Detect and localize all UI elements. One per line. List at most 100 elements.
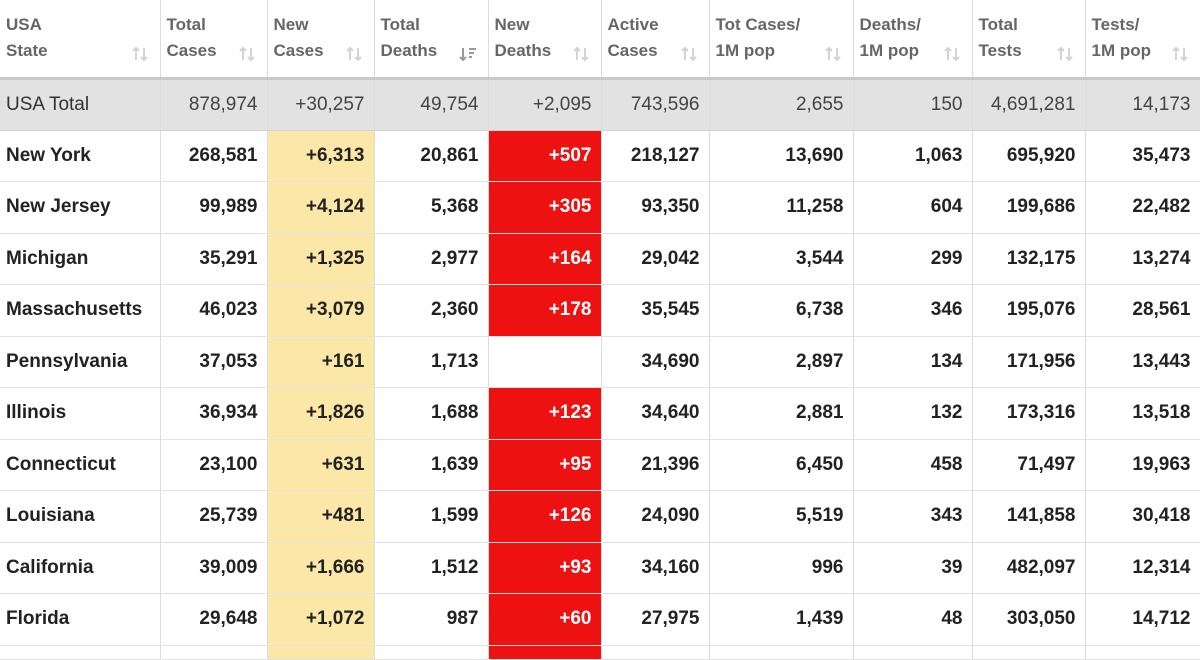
total-cases-cell: 46,023 [160,284,268,337]
cases-per-1m-cell: 3,544 [709,233,854,285]
total-deaths-cell: 1,639 [374,439,489,491]
new-cases-cell: +3,079 [267,284,375,337]
state-cell: USA Total [0,78,161,131]
tests-per-1m-cell: 13,443 [1085,336,1200,388]
total-deaths-cell: 1,713 [374,336,489,388]
column-header-new-deaths[interactable]: New Deaths [488,0,602,80]
tests-per-1m-cell: 12,314 [1085,542,1200,594]
deaths-per-1m-cell: 299 [853,233,973,285]
new-deaths-cell [488,336,602,388]
total-tests-cell: 71,497 [972,439,1086,491]
tests-per-1m-cell: 22,482 [1085,181,1200,234]
new-cases-cell: +1,325 [267,233,375,285]
tests-per-1m-cell: 14,712 [1085,593,1200,646]
total-cases-cell: 39,009 [160,542,268,594]
deaths-per-1m-cell: 39 [853,542,973,594]
table-row: Pennsylvania 37,053 +161 1,713 34,690 2,897 13… [0,336,1200,388]
cases-per-1m-cell: 5,519 [709,490,854,543]
new-cases-cell: +631 [267,439,375,491]
cases-per-1m-cell: 6,450 [709,439,854,491]
column-header-deaths-per-1m[interactable]: Deaths/ 1M pop [853,0,973,80]
sort-arrows-icon[interactable] [571,44,591,64]
deaths-per-1m-cell: 458 [853,439,973,491]
deaths-per-1m-cell: 346 [853,284,973,337]
sort-arrows-icon[interactable] [344,44,364,64]
sort-arrows-icon[interactable] [1055,44,1075,64]
column-header-cases-per-1m[interactable]: Tot Cases/ 1M pop [709,0,854,80]
new-cases-cell: +1,666 [267,542,375,594]
new-deaths-cell: +95 [488,439,602,491]
sort-arrows-icon[interactable] [679,44,699,64]
table-row: California 39,009 +1,666 1,512 +93 34,160 996 3… [0,542,1200,594]
total-deaths-cell: 1,512 [374,542,489,594]
sort-arrows-icon[interactable] [237,44,257,64]
active-cases-cell: 34,160 [601,542,710,594]
table-row: Illinois 36,934 +1,826 1,688 +123 34,640 2,881… [0,387,1200,440]
sort-arrows-icon[interactable] [942,44,962,64]
new-deaths-cell: +93 [488,542,602,594]
new-cases-cell: +1,826 [267,387,375,440]
deaths-per-1m-cell: 48 [853,593,973,646]
sort-arrows-icon[interactable] [1170,44,1190,64]
total-cases-cell: 23,100 [160,439,268,491]
state-cell: New Jersey [0,181,161,234]
new-deaths-cell: +305 [488,181,602,234]
cases-per-1m-cell: 11,258 [709,181,854,234]
total-tests-cell: 4,691,281 [972,78,1086,131]
total-cases-cell: 268,581 [160,130,268,182]
total-cases-cell: 29,648 [160,593,268,646]
total-tests-cell: 141,858 [972,490,1086,543]
sort-descending-icon[interactable] [458,44,478,64]
cases-per-1m-cell: 13,690 [709,130,854,182]
table-row: New York 268,581 +6,313 20,861 +507 218,127 13… [0,130,1200,182]
state-cell: Pennsylvania [0,336,161,388]
cases-per-1m-cell: 2,655 [709,78,854,131]
sort-arrows-icon[interactable] [823,44,843,64]
total-tests-cell: 695,920 [972,130,1086,182]
deaths-per-1m-cell: 150 [853,78,973,131]
active-cases-cell: 24,090 [601,490,710,543]
column-header-total-deaths[interactable]: Total Deaths [374,0,489,80]
column-header-active-cases[interactable]: Active Cases [601,0,710,80]
column-header-label: Total Cases [166,15,217,61]
active-cases-cell: 35,545 [601,284,710,337]
deaths-per-1m-cell: 132 [853,387,973,440]
new-deaths-cell: +60 [488,593,602,646]
total-deaths-cell: 5,368 [374,181,489,234]
column-header-new-cases[interactable]: New Cases [267,0,375,80]
state-cell: Michigan [0,233,161,285]
cases-per-1m-cell: 2,897 [709,336,854,388]
state-cell: Massachusetts [0,284,161,337]
column-header-state[interactable]: USA State [0,0,161,80]
total-deaths-cell: 20,861 [374,130,489,182]
new-deaths-cell [488,645,602,660]
tests-per-1m-cell: 19,963 [1085,439,1200,491]
sort-arrows-icon[interactable] [130,44,150,64]
column-header-total-tests[interactable]: Total Tests [972,0,1086,80]
cases-per-1m-cell: 1,439 [709,593,854,646]
cases-per-1m-cell: 2,881 [709,387,854,440]
total-tests-cell: 132,175 [972,233,1086,285]
new-deaths-cell: +164 [488,233,602,285]
new-cases-cell: +161 [267,336,375,388]
column-header-label: New Deaths [494,15,552,61]
table-row: Massachusetts 46,023 +3,079 2,360 +178 35,545… [0,284,1200,337]
state-cell: Connecticut [0,439,161,491]
column-header-label: Active Cases [607,15,659,61]
tests-per-1m-cell: 13,518 [1085,387,1200,440]
active-cases-cell: 27,975 [601,593,710,646]
total-deaths-cell: 2,360 [374,284,489,337]
deaths-per-1m-cell: 134 [853,336,973,388]
active-cases-cell: 93,350 [601,181,710,234]
table-body: USA Total 878,974 +30,257 49,754 +2,095 743,5… [0,78,1200,660]
state-cell: Louisiana [0,490,161,543]
total-tests-cell: 173,316 [972,387,1086,440]
tests-per-1m-cell: 28,561 [1085,284,1200,337]
new-cases-cell: +6,313 [267,130,375,182]
column-header-total-cases[interactable]: Total Cases [160,0,268,80]
cases-per-1m-cell: 6,738 [709,284,854,337]
total-tests-cell: 195,076 [972,284,1086,337]
column-header-tests-per-1m[interactable]: Tests/ 1M pop [1085,0,1200,80]
state-cell: Florida [0,593,161,646]
new-deaths-cell: +2,095 [488,78,602,131]
